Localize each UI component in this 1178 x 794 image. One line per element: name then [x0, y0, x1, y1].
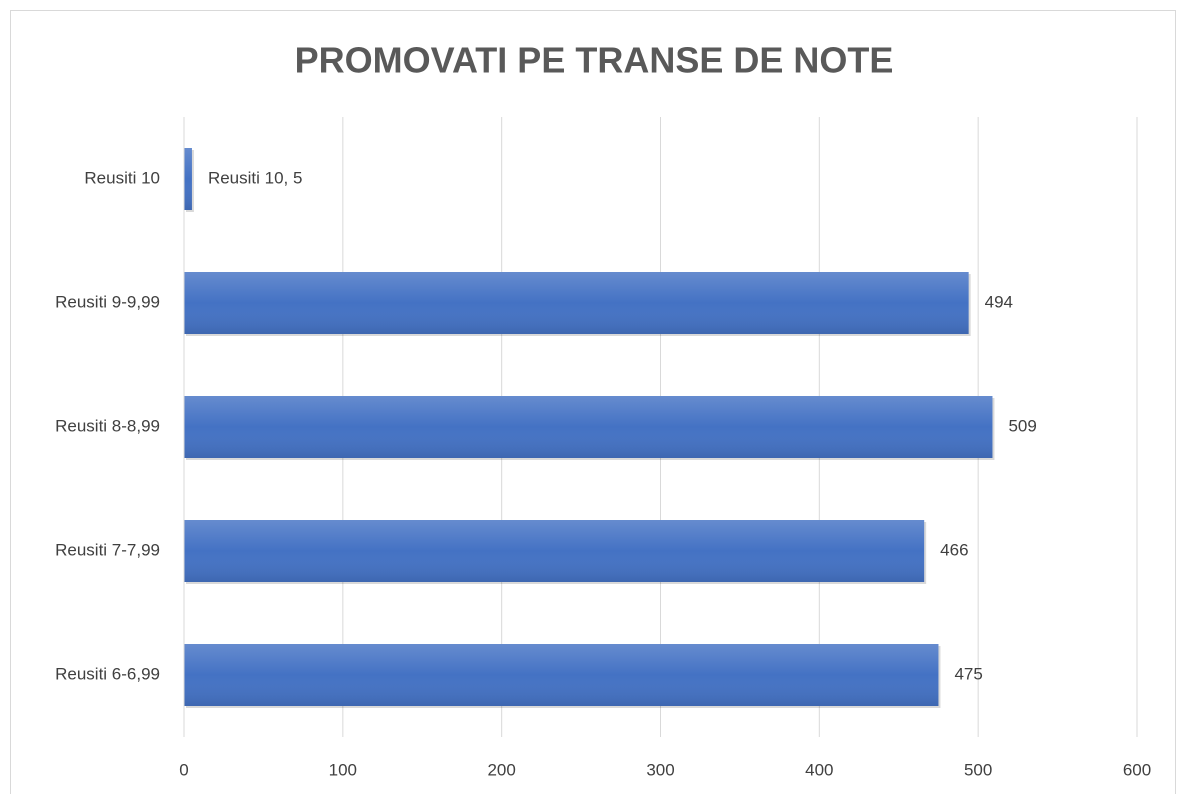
x-tick-label: 200 [487, 760, 515, 779]
bar-shine [184, 520, 925, 582]
chart-title: PROMOVATI PE TRANSE DE NOTE [295, 40, 894, 81]
bar-shine [184, 148, 192, 210]
value-label: 494 [985, 292, 1013, 311]
y-tick-label: Reusiti 7-7,99 [55, 540, 160, 559]
value-label: 475 [954, 664, 982, 683]
bar-shine [184, 644, 939, 706]
y-tick-label: Reusiti 9-9,99 [55, 292, 160, 311]
x-tick-label: 100 [329, 760, 357, 779]
value-label: Reusiti 10, 5 [208, 168, 302, 187]
value-label: 466 [940, 540, 968, 559]
x-tick-label: 600 [1123, 760, 1151, 779]
y-tick-label: Reusiti 6-6,99 [55, 664, 160, 683]
x-tick-label: 300 [646, 760, 674, 779]
x-tick-label: 500 [964, 760, 992, 779]
bar-shine [184, 396, 993, 458]
y-tick-label: Reusiti 8-8,99 [55, 416, 160, 435]
value-label: 509 [1008, 416, 1036, 435]
x-tick-label: 400 [805, 760, 833, 779]
x-tick-label: 0 [179, 760, 188, 779]
y-tick-label: Reusiti 10 [84, 168, 160, 187]
bar-shine [184, 272, 969, 334]
